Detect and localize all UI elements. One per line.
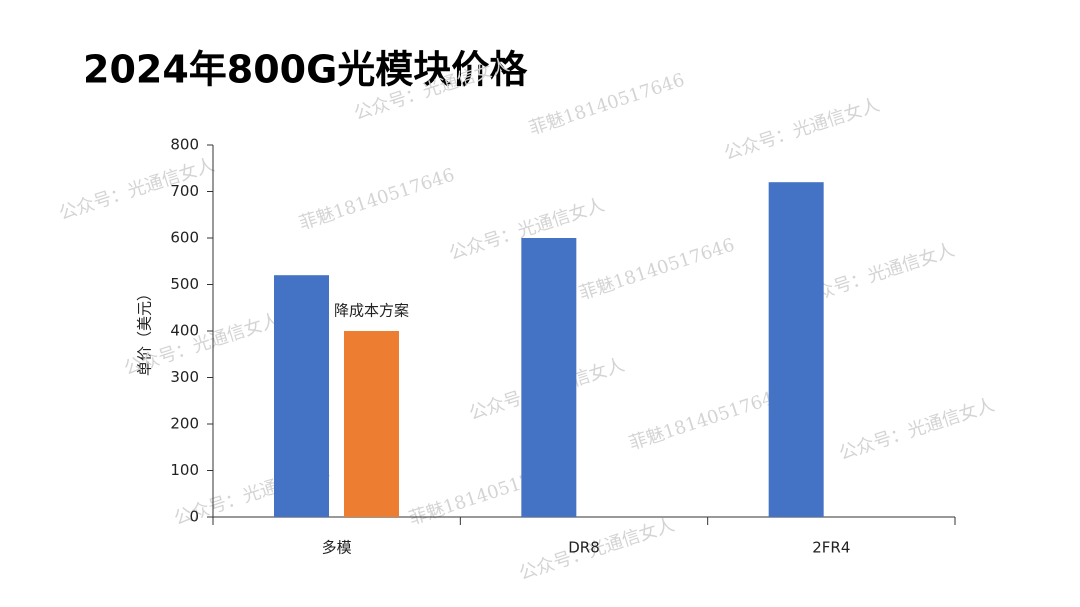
watermark: 菲魅18140517646 [297,164,458,234]
x-tick-label: 多模 [322,539,352,557]
bar [768,182,824,517]
bar [521,238,577,517]
y-tick-label: 300 [170,368,199,386]
watermark: 公众号：光通信女人 [837,394,998,464]
y-tick-label: 200 [170,415,199,433]
y-tick-label: 0 [189,508,199,526]
x-tick-label: DR8 [568,539,600,557]
y-tick-label: 800 [170,136,199,154]
y-tick-label: 400 [170,322,199,340]
watermark: 菲魅18140517646 [627,384,788,454]
watermark: 菲魅18140517646 [577,234,738,304]
bar [274,275,329,517]
annotation: 降成本方案 [334,302,409,320]
y-axis-label: 单价（美元） [136,286,154,376]
y-tick-label: 600 [170,229,199,247]
x-tick-label: 2FR4 [812,539,850,557]
watermark: 菲魅18140517646 [527,69,688,139]
bar [344,331,399,517]
y-tick-label: 700 [170,182,199,200]
watermark: 公众号：光通信女人 [722,94,883,164]
y-tick-label: 500 [170,275,199,293]
chart-title: 2024年800G光模块价格 [83,48,528,92]
y-tick-label: 100 [170,461,199,479]
